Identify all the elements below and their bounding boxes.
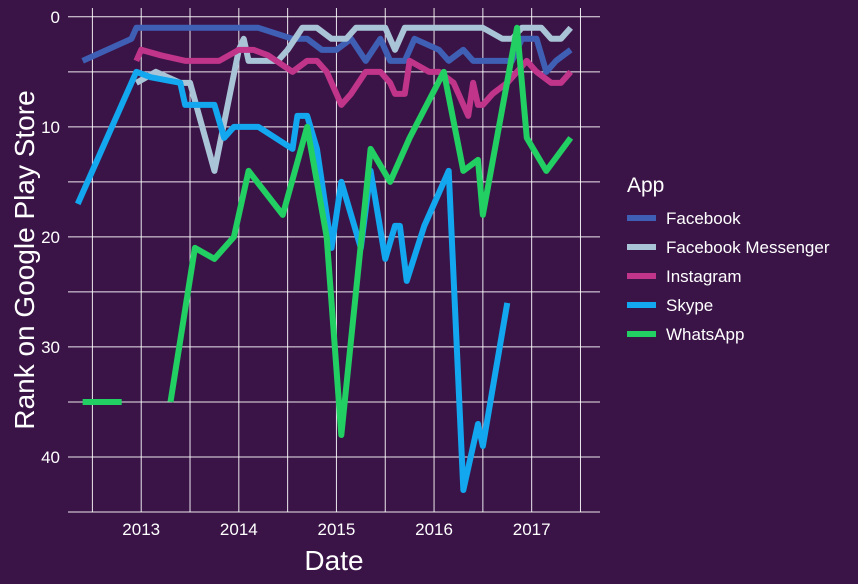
x-tick-labels: 2013 2014 2015 2016 2017 xyxy=(122,520,550,539)
y-tick-label: 0 xyxy=(51,8,60,27)
x-axis-title: Date xyxy=(304,545,363,576)
legend-label-facebook-messenger: Facebook Messenger xyxy=(666,238,830,257)
y-tick-label: 20 xyxy=(41,228,60,247)
x-tick-label: 2015 xyxy=(318,520,356,539)
series-group xyxy=(75,24,574,493)
legend-label-instagram: Instagram xyxy=(666,267,742,286)
x-tick-label: 2017 xyxy=(513,520,551,539)
legend-label-facebook: Facebook xyxy=(666,209,741,228)
y-axis-title: Rank on Google Play Store xyxy=(9,90,40,429)
series-line-facebook xyxy=(81,24,573,75)
y-tick-label: 40 xyxy=(41,448,60,467)
y-tick-label: 30 xyxy=(41,338,60,357)
series-line-whatsapp-seg-2 xyxy=(167,24,574,438)
x-tick-label: 2016 xyxy=(415,520,453,539)
legend-label-skype: Skype xyxy=(666,296,713,315)
series-line-skype xyxy=(75,68,511,493)
legend-title: App xyxy=(627,174,664,197)
legend-label-whatsapp: WhatsApp xyxy=(666,325,744,344)
y-tick-labels: 0 10 20 30 40 xyxy=(41,8,60,467)
series-line-facebook-messenger xyxy=(134,24,573,174)
y-tick-label: 10 xyxy=(41,118,60,137)
x-tick-label: 2014 xyxy=(220,520,258,539)
x-tick-label: 2013 xyxy=(122,520,160,539)
